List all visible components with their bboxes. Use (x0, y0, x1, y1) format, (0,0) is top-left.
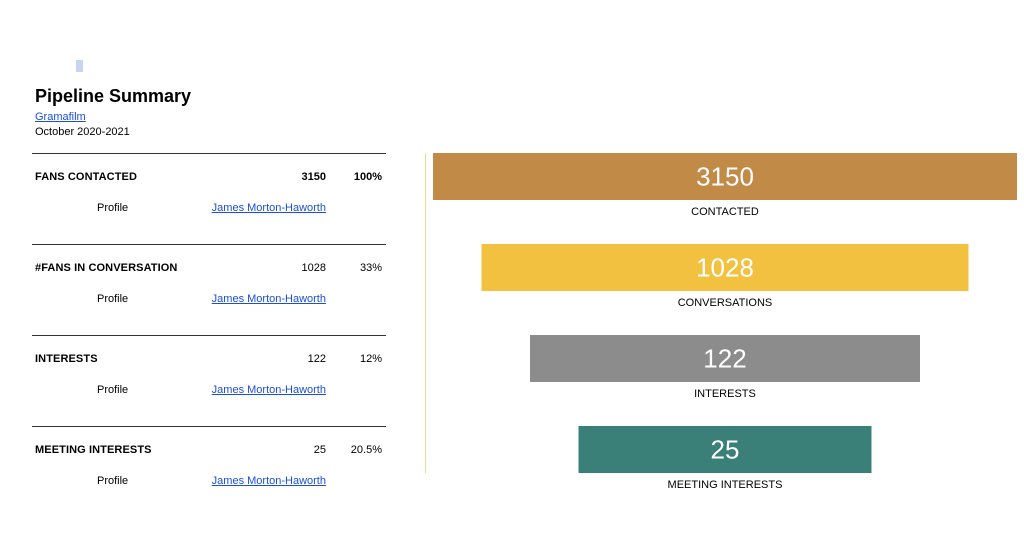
summary-row-contacted: FANS CONTACTED 3150 100% Profile James M… (32, 153, 386, 244)
funnel-bar (530, 335, 920, 382)
funnel-chart: 3150 CONTACTED 1028 CONVERSATIONS 122 INTERES… (433, 153, 1017, 491)
page-title: Pipeline Summary (35, 86, 192, 106)
funnel-category-label: MEETING INTERESTS (668, 479, 783, 491)
funnel-bar (481, 244, 969, 291)
summary-label: MEETING INTERESTS (35, 444, 152, 456)
funnel-category-label: INTERESTS (694, 388, 756, 400)
summary-row-conversation: #FANS IN CONVERSATION 1028 33% Profile J… (32, 244, 386, 335)
summary-percent: 12% (359, 353, 382, 365)
profile-link[interactable]: James Morton-Haworth (211, 202, 326, 214)
funnel-value-label: 1028 (696, 253, 754, 283)
section-divider (425, 153, 426, 473)
summary-count: 25 (313, 444, 326, 456)
summary-label: #FANS IN CONVERSATION (35, 262, 178, 274)
summary-count: 3150 (301, 171, 326, 183)
summary-count: 122 (307, 353, 326, 365)
funnel-bar (433, 153, 1017, 200)
summary-label: INTERESTS (35, 353, 98, 365)
profile-link[interactable]: James Morton-Haworth (211, 384, 326, 396)
profile-label: Profile (97, 475, 129, 487)
organization-link[interactable]: Gramafilm (35, 111, 86, 123)
period-text: October 2020-2021 (35, 126, 130, 138)
funnel-category-label: CONVERSATIONS (678, 297, 773, 309)
summary-row-interests: INTERESTS 122 12% Profile James Morton-H… (32, 335, 386, 426)
page-marker (76, 60, 83, 72)
funnel-value-label: 25 (711, 435, 740, 465)
summary-row-meeting-interests: MEETING INTERESTS 25 20.5% Profile James… (32, 426, 386, 517)
profile-link[interactable]: James Morton-Haworth (211, 475, 326, 487)
funnel-value-label: 122 (703, 344, 746, 374)
summary-count: 1028 (301, 262, 326, 274)
profile-label: Profile (97, 384, 129, 396)
profile-link[interactable]: James Morton-Haworth (211, 293, 326, 305)
funnel-value-label: 3150 (696, 162, 754, 192)
funnel-bar (578, 426, 872, 473)
summary-percent: 33% (359, 262, 382, 274)
funnel-category-label: CONTACTED (691, 206, 759, 218)
summary-percent: 100% (353, 171, 382, 183)
pipeline-summary-table: FANS CONTACTED 3150 100% Profile James M… (32, 153, 386, 517)
profile-label: Profile (97, 202, 129, 214)
summary-label: FANS CONTACTED (35, 171, 138, 183)
profile-label: Profile (97, 293, 129, 305)
summary-percent: 20.5% (350, 444, 382, 456)
